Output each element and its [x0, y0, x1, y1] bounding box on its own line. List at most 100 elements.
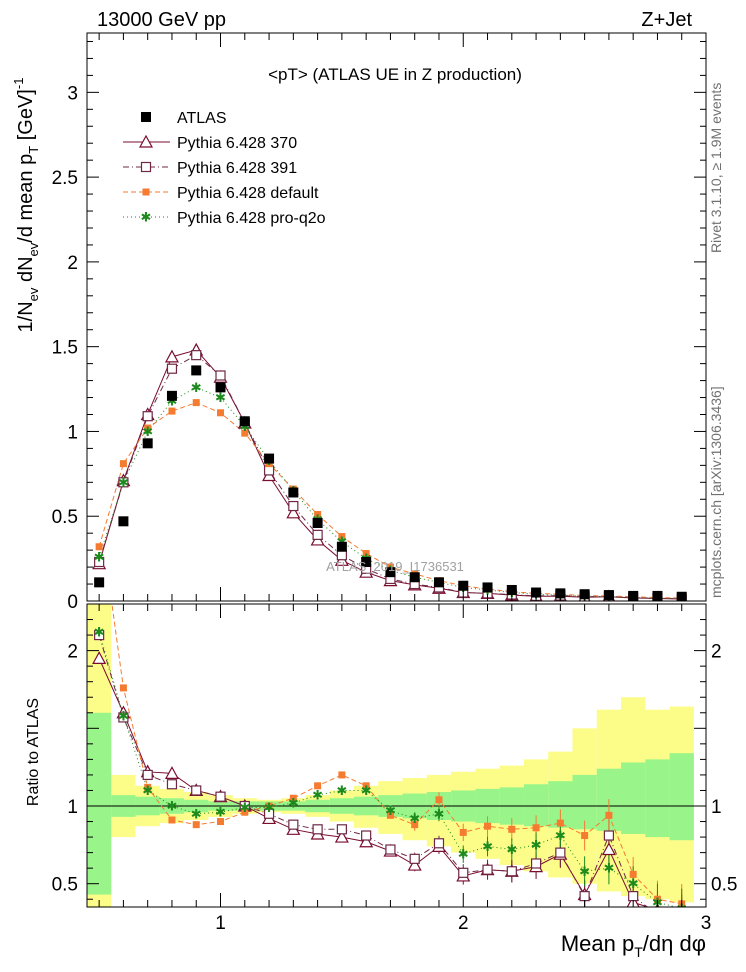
ratio-1-point	[142, 769, 153, 781]
ratio-2-point	[338, 771, 346, 779]
atlas-data-point	[142, 438, 153, 449]
ratio-1-point	[628, 891, 639, 902]
ratio-3-point: ✱	[312, 788, 323, 803]
series-3-point: ✱	[167, 393, 178, 408]
ratio-3-point: ✱	[434, 806, 445, 821]
atlas-data-point	[385, 567, 396, 578]
ratio-2-point	[556, 819, 564, 827]
ratio-2-point	[217, 818, 225, 826]
ratio-3-point: ✱	[458, 847, 469, 862]
series-2-point	[386, 563, 394, 571]
series-1-point	[312, 529, 323, 540]
ratio-2-point	[605, 811, 613, 819]
ratio-0-point	[407, 857, 422, 871]
ratio-2-point	[362, 782, 370, 790]
atlas-data-point	[264, 453, 275, 464]
ratio-1-point	[409, 853, 420, 864]
ratio-2-point	[119, 684, 127, 692]
ratio-0-point	[164, 766, 179, 779]
y-tick-label: 1.5	[52, 338, 78, 359]
series-2-point	[314, 511, 322, 519]
legend-marker: ✱	[141, 210, 152, 225]
ratio-3-point: ✱	[142, 783, 153, 798]
ratio-frame	[86, 603, 707, 908]
watermark: ATLAS_2019_I1736531	[326, 559, 464, 574]
ratio-x-axis: 1 2 3	[98, 604, 712, 934]
ratio-2-point	[581, 832, 589, 840]
series-1-point	[166, 363, 178, 374]
y-tick-label: 0	[67, 592, 78, 613]
ratio-2-point	[411, 821, 419, 829]
header-right: Z+Jet	[641, 9, 692, 31]
series-1-point	[288, 500, 299, 512]
legend-label: Pythia 6.428 pro-q2o	[177, 210, 326, 227]
ratio-3-point: ✱	[288, 795, 299, 810]
ratio-1-point	[555, 847, 566, 858]
ratio-y-tick-label-right: 2	[711, 642, 722, 663]
ratio-y-axis: 0.5 0.5 1 1 2 2	[52, 603, 737, 900]
ratio-3-point: ✱	[239, 800, 250, 815]
ratio-1-point	[94, 629, 105, 641]
atlas-data-point	[191, 365, 202, 376]
ratio-1-point	[385, 844, 396, 855]
chart-title: <pT> (ATLAS UE in Z production)	[268, 65, 522, 84]
ratio-0-point	[334, 829, 349, 843]
atlas-data-point	[409, 572, 420, 583]
ratio-2-point	[629, 870, 637, 878]
ratio-3-point: ✱	[94, 624, 105, 639]
ratio-1-point	[191, 785, 202, 796]
series-3-point: ✱	[191, 380, 202, 395]
atlas-data-point	[361, 557, 372, 568]
atlas-data-point	[94, 577, 105, 588]
ratio-3-point: ✱	[555, 828, 566, 843]
ratio-series-group: ✱✱✱✱✱✱✱✱✱✱✱✱✱✱✱✱✱✱✱✱✱✱✱✱✱	[87, 604, 706, 907]
ratio-3-point: ✱	[506, 842, 517, 857]
ratio-2-point	[508, 825, 516, 833]
series-3-point: ✱	[239, 419, 250, 434]
ratio-3-point: ✱	[409, 811, 420, 826]
side-text-rivet: Rivet 3.1.10, ≥ 1.9M events	[708, 83, 724, 253]
ratio-2-point	[484, 822, 492, 830]
series-2-point	[217, 409, 225, 417]
x-tick-label: 3	[701, 913, 712, 934]
ratio-2-point	[653, 895, 661, 903]
series-2-point	[95, 543, 103, 551]
ratio-3-point: ✱	[628, 876, 639, 891]
ratio-y-tick-label: 1	[67, 797, 78, 818]
legend-item: ✱ Pythia 6.428 pro-q2o	[123, 210, 326, 227]
ratio-1-point	[603, 830, 615, 841]
ratio-3-point: ✱	[215, 805, 226, 820]
legend-item: ATLAS	[141, 110, 227, 127]
header-left: 13000 GeV pp	[97, 9, 226, 31]
legend-label: Pythia 6.428 391	[177, 160, 297, 177]
x-tick-label: 1	[215, 913, 226, 934]
series-3-point: ✱	[118, 475, 129, 490]
series-1-point	[215, 370, 226, 381]
series-2-point	[192, 399, 200, 407]
side-text-mcplots: mcplots.cern.ch [arXiv:1306.3436]	[708, 386, 724, 598]
main-frame	[86, 32, 707, 602]
series-0-point	[164, 349, 179, 363]
legend-marker	[142, 188, 150, 196]
ratio-1-point	[312, 824, 323, 835]
x-axis-label: Mean pT/dη dφ	[561, 931, 706, 960]
series-3-point: ✱	[94, 549, 105, 564]
y-tick-label: 3	[67, 83, 78, 104]
ratio-1-point	[166, 779, 178, 790]
ratio-1-point	[506, 866, 517, 877]
ratio-2-point	[435, 796, 443, 804]
legend-marker	[140, 161, 152, 173]
y-tick-label: 2	[67, 253, 78, 274]
ratio-1-point	[361, 830, 372, 841]
ratio-1-point	[288, 819, 299, 830]
ratio-2-point	[241, 808, 249, 816]
atlas-data-point	[288, 487, 299, 498]
atlas-data-point	[118, 516, 129, 527]
ratio-1-point	[458, 867, 469, 878]
ratio-1-point	[579, 891, 590, 902]
y-tick-label: 2.5	[52, 168, 78, 189]
ratio-3-point: ✱	[385, 803, 396, 818]
ratio-2-point	[192, 821, 200, 829]
